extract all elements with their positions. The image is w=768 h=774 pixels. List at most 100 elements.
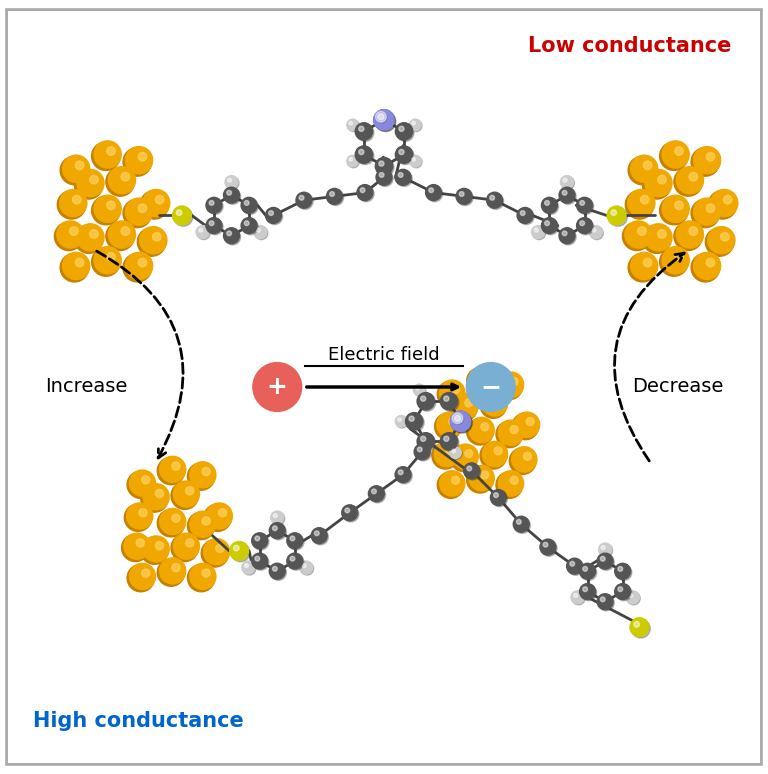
Circle shape — [631, 155, 657, 183]
Circle shape — [591, 227, 604, 240]
Circle shape — [288, 554, 304, 570]
Circle shape — [631, 252, 657, 279]
Circle shape — [498, 372, 524, 397]
Circle shape — [510, 476, 518, 485]
Circle shape — [518, 209, 535, 224]
Circle shape — [675, 252, 684, 261]
Circle shape — [516, 519, 521, 524]
Circle shape — [511, 447, 537, 472]
Circle shape — [207, 219, 223, 235]
Circle shape — [644, 161, 652, 170]
Circle shape — [626, 591, 639, 604]
Circle shape — [451, 445, 478, 471]
Circle shape — [496, 421, 523, 447]
Circle shape — [469, 465, 495, 491]
Circle shape — [492, 491, 508, 507]
Circle shape — [409, 119, 421, 131]
Circle shape — [216, 544, 224, 553]
Circle shape — [571, 591, 584, 604]
Circle shape — [630, 618, 649, 636]
Circle shape — [600, 544, 613, 557]
Circle shape — [58, 190, 86, 219]
Circle shape — [329, 192, 334, 197]
Circle shape — [227, 190, 231, 195]
Circle shape — [130, 470, 155, 496]
Circle shape — [490, 195, 495, 200]
Circle shape — [190, 563, 216, 590]
Circle shape — [464, 463, 480, 479]
Circle shape — [694, 252, 720, 279]
Circle shape — [121, 173, 130, 181]
Circle shape — [480, 443, 507, 469]
Circle shape — [409, 156, 421, 167]
Circle shape — [141, 476, 150, 484]
Circle shape — [520, 211, 525, 215]
Circle shape — [494, 396, 502, 404]
Circle shape — [662, 247, 689, 274]
Circle shape — [455, 415, 461, 421]
Circle shape — [453, 444, 478, 470]
Circle shape — [488, 194, 504, 209]
Circle shape — [694, 146, 720, 173]
Circle shape — [172, 563, 180, 572]
Circle shape — [225, 188, 240, 204]
Circle shape — [209, 200, 214, 205]
Circle shape — [347, 156, 359, 167]
Circle shape — [434, 441, 459, 467]
Circle shape — [406, 413, 423, 430]
Circle shape — [598, 595, 614, 611]
Circle shape — [705, 228, 734, 256]
Circle shape — [108, 166, 135, 194]
Circle shape — [618, 587, 623, 591]
Circle shape — [657, 230, 666, 238]
Circle shape — [356, 123, 372, 140]
Circle shape — [469, 367, 495, 392]
Circle shape — [186, 539, 194, 547]
Circle shape — [641, 195, 649, 204]
Circle shape — [231, 543, 250, 562]
Circle shape — [637, 227, 646, 235]
Circle shape — [598, 594, 613, 610]
Circle shape — [241, 217, 257, 234]
Circle shape — [376, 112, 387, 123]
Circle shape — [252, 553, 268, 569]
Circle shape — [155, 195, 164, 204]
Circle shape — [171, 534, 198, 562]
Circle shape — [77, 170, 104, 197]
Circle shape — [378, 114, 384, 120]
Circle shape — [396, 123, 412, 140]
Circle shape — [62, 155, 90, 183]
Circle shape — [560, 229, 576, 245]
Circle shape — [273, 567, 277, 571]
Circle shape — [242, 219, 258, 235]
Circle shape — [75, 161, 84, 170]
Circle shape — [465, 450, 473, 457]
Circle shape — [469, 417, 495, 443]
Circle shape — [589, 225, 602, 238]
Circle shape — [360, 188, 365, 193]
Circle shape — [510, 378, 518, 385]
Circle shape — [708, 190, 737, 219]
Circle shape — [439, 471, 465, 496]
Circle shape — [580, 221, 584, 225]
Circle shape — [396, 170, 412, 187]
Circle shape — [255, 227, 268, 240]
Circle shape — [244, 563, 248, 567]
Circle shape — [272, 512, 285, 525]
Circle shape — [74, 224, 103, 253]
Circle shape — [138, 259, 147, 267]
Circle shape — [541, 540, 557, 557]
Circle shape — [326, 188, 343, 204]
Circle shape — [627, 592, 641, 604]
Circle shape — [91, 196, 121, 224]
Circle shape — [160, 558, 186, 584]
Circle shape — [196, 225, 209, 238]
Circle shape — [622, 222, 651, 251]
Circle shape — [94, 247, 121, 274]
Circle shape — [614, 584, 631, 600]
Circle shape — [243, 562, 256, 575]
Circle shape — [410, 120, 422, 132]
Circle shape — [660, 196, 688, 224]
Circle shape — [409, 416, 414, 421]
Circle shape — [432, 443, 458, 469]
